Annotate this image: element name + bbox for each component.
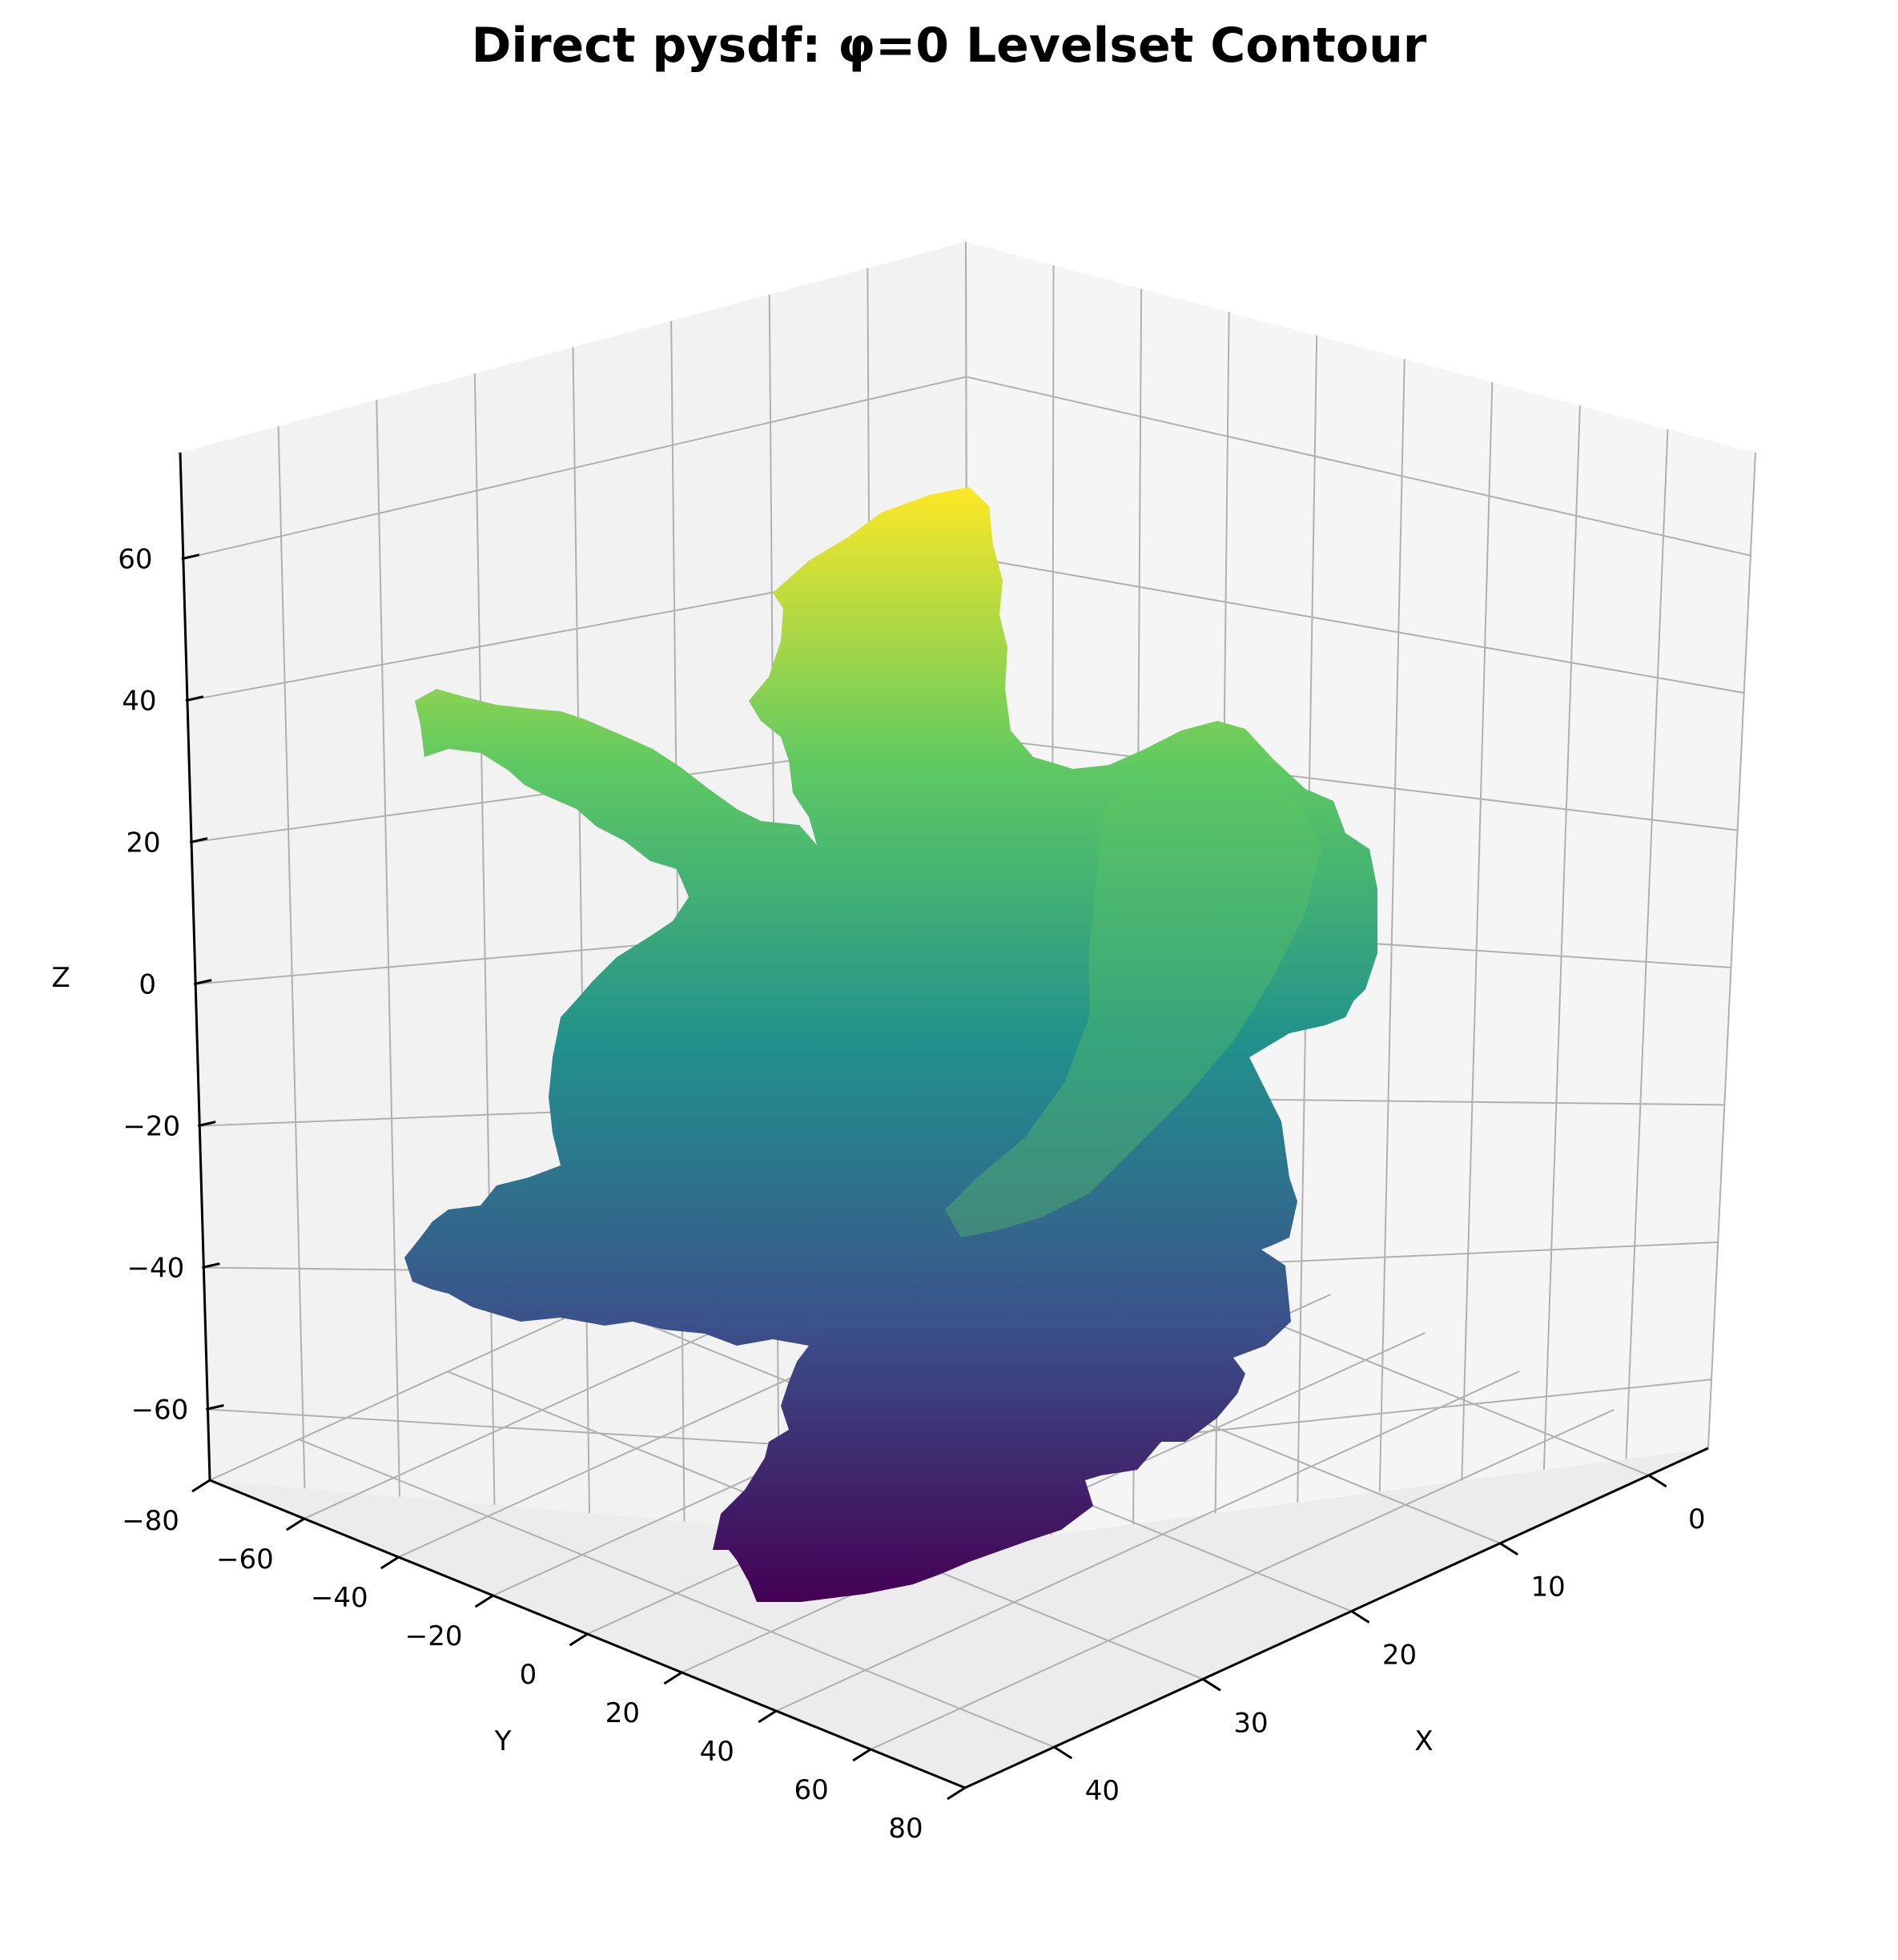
y-tick-mark	[569, 1632, 589, 1647]
z-tick-mark	[193, 979, 212, 986]
z-tick-mark	[189, 837, 208, 844]
y-tick-mark	[191, 1479, 211, 1493]
x-tick-label: 0	[1688, 1503, 1706, 1535]
x-tick-mark	[1647, 1474, 1667, 1488]
tick-labels: −60 −40 −20 0 20 40 60 −80 −60 −40 −20 0 20 40 60 80 0 10…	[118, 544, 1705, 1845]
z-tick-label: 60	[118, 544, 152, 576]
z-tick-mark	[185, 695, 204, 702]
x-tick-label: 20	[1382, 1640, 1417, 1672]
floor-pane	[210, 1448, 1708, 1788]
y-tick-mark	[852, 1748, 871, 1762]
y-grid-line	[473, 373, 496, 1505]
z-tick-label: −20	[123, 1111, 180, 1143]
y-tick-mark	[380, 1556, 400, 1570]
z-tick-mark	[202, 1262, 220, 1270]
y-tick-mark	[663, 1671, 683, 1685]
y-tick-mark	[286, 1517, 305, 1531]
x-grid-line	[1461, 382, 1494, 1481]
z-axis-line	[179, 452, 211, 1481]
x-tick-mark	[1053, 1745, 1073, 1760]
y-tick-label: −80	[122, 1505, 179, 1537]
y-tick-label: −40	[311, 1582, 368, 1614]
y-tick-label: 40	[700, 1736, 734, 1768]
x-tick-mark	[1499, 1542, 1518, 1556]
y-tick-mark	[758, 1709, 778, 1724]
z-tick-mark	[206, 1404, 224, 1411]
y-grid-line	[376, 400, 400, 1497]
x-tick-mark	[1350, 1610, 1370, 1624]
x-axis-line	[964, 1447, 1709, 1789]
y-tick-label: 0	[520, 1659, 537, 1691]
y-floor-grid-line	[775, 1370, 1520, 1712]
x-grid-line	[1378, 359, 1405, 1492]
x-tick-label: 10	[1531, 1572, 1566, 1604]
y-tick-label: 20	[605, 1697, 640, 1729]
z-tick-mark	[197, 1121, 216, 1128]
z-tick-label: 40	[122, 686, 156, 718]
y-grid-line	[277, 426, 306, 1489]
y-tick-label: 80	[888, 1813, 923, 1845]
chart-title: Direct pysdf: φ=0 Levelset Contour	[471, 18, 1427, 74]
y-axis-label: Y	[494, 1725, 512, 1757]
x-tick-mark	[1202, 1678, 1221, 1692]
y-floor-grid-line	[870, 1409, 1615, 1750]
surface-highlight	[945, 773, 1321, 1238]
y-tick-label: −20	[405, 1620, 463, 1652]
y-tick-mark	[947, 1786, 966, 1801]
x-floor-grid-line	[298, 1439, 1055, 1749]
levelset-surface	[404, 487, 1377, 1602]
x-grid-line	[1542, 405, 1581, 1471]
y-tick-label: −60	[216, 1543, 274, 1576]
x-axis-label: X	[1414, 1725, 1433, 1757]
z-tick-label: −60	[131, 1395, 189, 1427]
surface-body	[404, 487, 1377, 1602]
x-tick-label: 30	[1233, 1707, 1268, 1739]
y-tick-mark	[474, 1594, 494, 1608]
z-tick-label: 0	[139, 969, 156, 1001]
x-grid-line	[1625, 429, 1669, 1459]
z-tick-label: −40	[127, 1253, 184, 1285]
z-tick-mark	[181, 553, 200, 561]
z-tick-label: 20	[126, 827, 160, 859]
z-axis-label: Z	[51, 962, 70, 994]
x-grid-line	[1707, 452, 1756, 1449]
x-tick-label: 40	[1085, 1775, 1120, 1807]
y-tick-label: 60	[794, 1774, 828, 1806]
